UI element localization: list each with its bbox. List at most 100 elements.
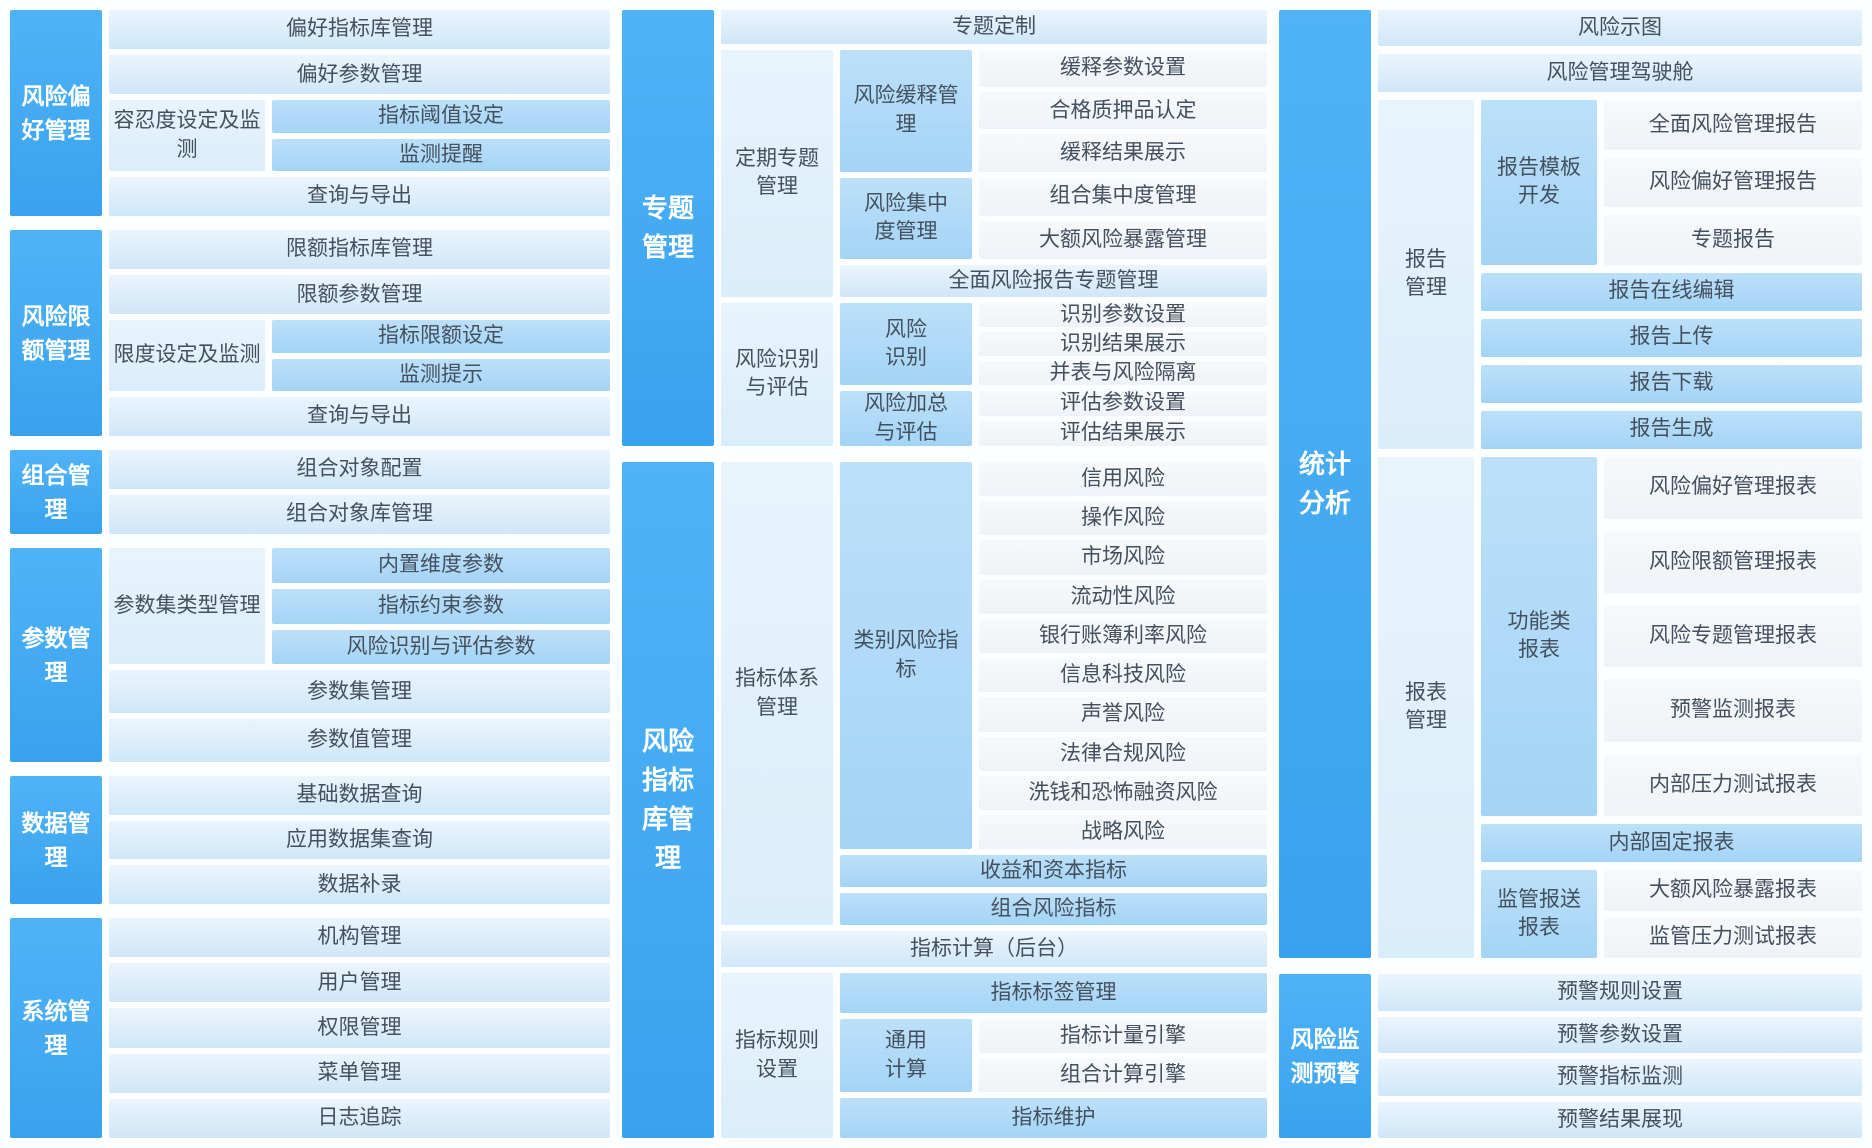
sub-rows: 指标限额设定 监测提示 — [272, 320, 610, 391]
sub-rows: 指标标签管理 通用 计算 指标计量引擎 组合计算引擎 指标维护 — [840, 973, 1267, 1139]
concentration-block: 风险集中 度管理 组合集中度管理 大额风险暴露管理 — [840, 177, 1267, 259]
menu-item: 内部固定报表 — [1481, 824, 1862, 862]
menu-item: 应用数据集查询 — [109, 820, 610, 860]
menu-item: 预警指标监测 — [1378, 1059, 1862, 1096]
menu-item: 报告下载 — [1481, 364, 1862, 403]
leaf-item: 监管压力测试报表 — [1604, 917, 1862, 958]
leaf-rows: 全面风险管理报告 风险偏好管理报告 专题报告 — [1604, 100, 1862, 265]
menu-item: 指标约束参数 — [272, 588, 610, 624]
menu-item: 报告在线编辑 — [1481, 272, 1862, 311]
leaf-item: 风险偏好管理报表 — [1604, 456, 1862, 519]
leaf-item: 风险专题管理报表 — [1604, 605, 1862, 668]
group-rows: 限额指标库管理 限额参数管理 限度设定及监测 指标限额设定 监测提示 查询与导出 — [109, 230, 610, 437]
menu-item: 限额指标库管理 — [109, 230, 610, 270]
leaf-item: 评估结果展示 — [979, 421, 1267, 446]
group-label: 风险限额管理 — [10, 230, 102, 436]
sub-group-label: 风险集中 度管理 — [840, 177, 972, 259]
sub-group-label: 定期专题管理 — [721, 50, 833, 297]
group-label: 参数管理 — [10, 548, 102, 762]
group-rows: 基础数据查询 应用数据集查询 数据补录 — [109, 776, 610, 905]
group-label: 风险指标库管理 — [622, 462, 714, 1138]
sub-group-label: 监管报送 报表 — [1481, 870, 1597, 958]
sub-group-label: 报表管理 — [1378, 456, 1474, 958]
leaf-item: 大额风险暴露报表 — [1604, 870, 1862, 911]
leaf-rows: 缓释参数设置 合格质押品认定 缓释结果展示 — [979, 50, 1267, 172]
recognition-block: 风险 识别 识别参数设置 识别结果展示 并表与风险隔离 — [840, 302, 1267, 386]
risk-preference-group: 风险偏好管理 偏好指标库管理 偏好参数管理 容忍度设定及监测 指标阈值设定 监测… — [10, 10, 610, 217]
menu-item: 数据补录 — [109, 865, 610, 905]
sub-group-label: 类别风险指标 — [840, 462, 972, 850]
sub-rows: 风险缓释管理 缓释参数设置 合格质押品认定 缓释结果展示 风险集中 度管理 组合… — [840, 50, 1267, 297]
leaf-item: 声誉风险 — [979, 697, 1267, 732]
parameter-mgmt-group: 参数管理 参数集类型管理 内置维度参数 指标约束参数 风险识别与评估参数 参数集… — [10, 548, 610, 762]
menu-item: 权限管理 — [109, 1008, 610, 1048]
sheet-mgmt-block: 报表管理 功能类 报表 风险偏好管理报表 风险限额管理报表 风险专题管理报表 预… — [1378, 456, 1862, 958]
menu-item: 监测提示 — [272, 358, 610, 391]
menu-item: 监测提醒 — [272, 138, 610, 171]
split-row: 容忍度设定及监测 指标阈值设定 监测提醒 — [109, 100, 610, 171]
group-label: 组合管理 — [10, 450, 102, 534]
menu-item: 参数集管理 — [109, 670, 610, 714]
system-mgmt-group: 系统管理 机构管理 用户管理 权限管理 菜单管理 日志追踪 — [10, 918, 610, 1139]
menu-item: 指标阈值设定 — [272, 100, 610, 133]
menu-item: 风险识别与评估参数 — [272, 629, 610, 665]
sub-group-label: 报告管理 — [1378, 100, 1474, 449]
group-label: 统计分析 — [1279, 10, 1371, 958]
functional-sheet-block: 功能类 报表 风险偏好管理报表 风险限额管理报表 风险专题管理报表 预警监测报表… — [1481, 456, 1862, 817]
leaf-item: 识别结果展示 — [979, 331, 1267, 356]
middle-column: 专题管理 专题定制 定期专题管理 风险缓释管理 缓释参数设置 合格质押品认定 缓… — [622, 10, 1267, 1139]
sub-group-label: 指标体系管理 — [721, 462, 833, 926]
report-template-block: 报告模板 开发 全面风险管理报告 风险偏好管理报告 专题报告 — [1481, 100, 1862, 265]
leaf-rows: 风险偏好管理报表 风险限额管理报表 风险专题管理报表 预警监测报表 内部压力测试… — [1604, 456, 1862, 817]
leaf-item: 合格质押品认定 — [979, 92, 1267, 130]
leaf-item: 战略风险 — [979, 815, 1267, 850]
leaf-item: 预警监测报表 — [1604, 679, 1862, 742]
leaf-item: 缓释参数设置 — [979, 50, 1267, 88]
sub-group-label: 功能类 报表 — [1481, 456, 1597, 816]
leaf-item: 风险限额管理报表 — [1604, 530, 1862, 594]
sub-group-label: 通用 计算 — [840, 1019, 972, 1092]
menu-item: 限额参数管理 — [109, 275, 610, 315]
leaf-item: 流动性风险 — [979, 579, 1267, 614]
menu-item: 组合对象库管理 — [109, 495, 610, 534]
menu-item: 日志追踪 — [109, 1098, 610, 1139]
statistical-analysis-group: 统计分析 风险示图 风险管理驾驶舱 报告管理 报告模板 开发 全面风险管理报告 … — [1279, 10, 1862, 958]
leaf-rows: 评估参数设置 评估结果展示 — [979, 391, 1267, 446]
leaf-item: 银行账簿利率风险 — [979, 618, 1267, 654]
menu-item: 全面风险报告专题管理 — [840, 264, 1267, 297]
menu-item: 收益和资本指标 — [840, 855, 1267, 888]
group-rows: 风险示图 风险管理驾驶舱 报告管理 报告模板 开发 全面风险管理报告 风险偏好管… — [1378, 10, 1862, 958]
group-rows: 预警规则设置 预警参数设置 预警指标监测 预警结果展现 — [1378, 974, 1862, 1138]
leaf-item: 洗钱和恐怖融资风险 — [979, 775, 1267, 811]
report-mgmt-block: 报告管理 报告模板 开发 全面风险管理报告 风险偏好管理报告 专题报告 报告在线… — [1378, 100, 1862, 449]
menu-item: 查询与导出 — [109, 176, 610, 217]
group-rows: 参数集类型管理 内置维度参数 指标约束参数 风险识别与评估参数 参数集管理 参数… — [109, 548, 610, 762]
sub-group-label: 风险缓释管理 — [840, 50, 972, 172]
leaf-item: 内部压力测试报表 — [1604, 753, 1862, 816]
leaf-item: 指标计量引擎 — [979, 1019, 1267, 1054]
leaf-rows: 指标计量引擎 组合计算引擎 — [979, 1019, 1267, 1092]
sub-rows: 风险 识别 识别参数设置 识别结果展示 并表与风险隔离 风险加总 与评估 评估参… — [840, 302, 1267, 446]
periodic-topic-block: 定期专题管理 风险缓释管理 缓释参数设置 合格质押品认定 缓释结果展示 风险集中… — [721, 50, 1267, 297]
sub-rows: 报告模板 开发 全面风险管理报告 风险偏好管理报告 专题报告 报告在线编辑 报告… — [1481, 100, 1862, 449]
group-label: 风险监测预警 — [1279, 974, 1371, 1138]
sub-rows: 功能类 报表 风险偏好管理报表 风险限额管理报表 风险专题管理报表 预警监测报表… — [1481, 456, 1862, 958]
leaf-item: 大额风险暴露管理 — [979, 220, 1267, 259]
leaf-rows: 组合集中度管理 大额风险暴露管理 — [979, 177, 1267, 259]
leaf-rows: 信用风险 操作风险 市场风险 流动性风险 银行账簿利率风险 信息科技风险 声誉风… — [979, 462, 1267, 850]
sub-rows: 类别风险指标 信用风险 操作风险 市场风险 流动性风险 银行账簿利率风险 信息科… — [840, 462, 1267, 926]
split-row: 参数集类型管理 内置维度参数 指标约束参数 风险识别与评估参数 — [109, 548, 610, 665]
sub-group-label: 限度设定及监测 — [109, 320, 265, 391]
group-label: 专题管理 — [622, 10, 714, 446]
menu-item: 内置维度参数 — [272, 548, 610, 583]
left-column: 风险偏好管理 偏好指标库管理 偏好参数管理 容忍度设定及监测 指标阈值设定 监测… — [10, 10, 610, 1139]
menu-item: 专题定制 — [721, 10, 1267, 44]
leaf-item: 并表与风险隔离 — [979, 360, 1267, 386]
leaf-item: 操作风险 — [979, 501, 1267, 536]
topic-mgmt-group: 专题管理 专题定制 定期专题管理 风险缓释管理 缓释参数设置 合格质押品认定 缓… — [622, 10, 1267, 446]
leaf-item: 评估参数设置 — [979, 391, 1267, 417]
indicator-rules-block: 指标规则设置 指标标签管理 通用 计算 指标计量引擎 组合计算引擎 指标维护 — [721, 973, 1267, 1139]
risk-indicator-library-group: 风险指标库管理 指标体系管理 类别风险指标 信用风险 操作风险 市场风险 流动性… — [622, 462, 1267, 1139]
leaf-item: 组合集中度管理 — [979, 177, 1267, 216]
leaf-item: 信息科技风险 — [979, 658, 1267, 693]
